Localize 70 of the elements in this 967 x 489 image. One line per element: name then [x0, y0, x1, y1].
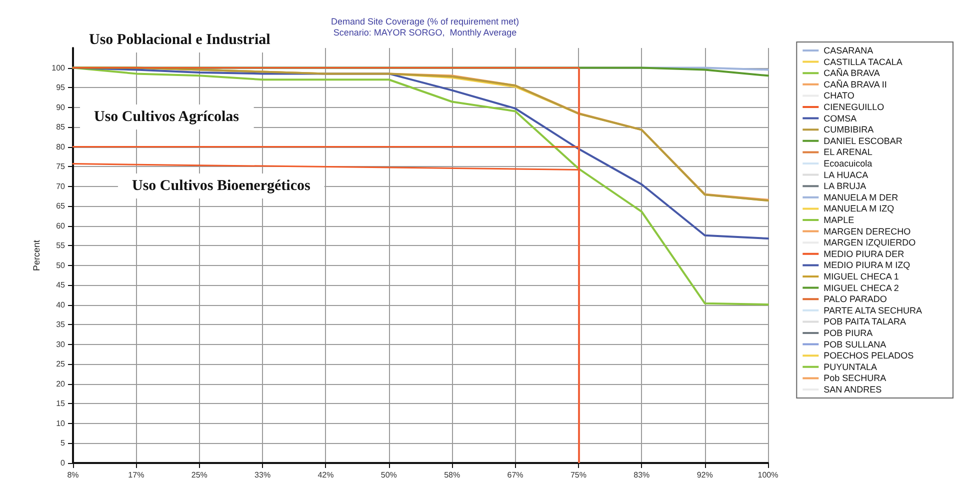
legend-label: PARTE ALTA SECHURA	[824, 305, 922, 316]
legend-label: CAÑA BRAVA II	[824, 79, 887, 90]
y-tick-label: 35	[56, 320, 66, 330]
legend-label: MARGEN IZQUIERDO	[824, 238, 916, 248]
x-tick-label: 50%	[380, 470, 397, 480]
legend-label: MANUELA M DER	[824, 192, 899, 202]
y-tick-label: 40	[56, 300, 66, 310]
legend-label: MANUELA M IZQ	[824, 204, 894, 214]
y-tick-label: 80	[56, 142, 66, 152]
y-tick-label: 20	[56, 379, 66, 388]
y-tick-label: 5	[60, 438, 66, 448]
legend-label: SAN ANDRES	[824, 384, 882, 394]
legend-label: MIGUEL CHECA 2	[824, 282, 899, 293]
legend-label: CHATO	[824, 90, 854, 101]
y-tick-label: 15	[56, 399, 66, 408]
y-tick-label: 25	[56, 360, 66, 369]
chart-subtitle: Scenario: MAYOR SORGO, Monthly Average	[333, 28, 517, 38]
y-tick-label: 45	[56, 280, 66, 290]
legend-label: POECHOS PELADOS	[824, 350, 914, 361]
y-tick-label: 0	[60, 458, 66, 468]
legend-label: CUMBIBIRA	[824, 124, 874, 135]
y-tick-label: 70	[56, 182, 66, 191]
x-tick-label: 100%	[758, 470, 778, 480]
y-tick-label: 75	[56, 162, 66, 172]
y-tick-label: 95	[56, 83, 66, 92]
legend-label: MARGEN DERECHO	[824, 226, 911, 236]
x-tick-label: 8%	[67, 470, 79, 480]
x-tick-label: 25%	[191, 470, 208, 480]
legend-label: Pob SECHURA	[824, 373, 886, 384]
x-tick-label: 83%	[634, 470, 650, 480]
legend-label: DANIEL ESCOBAR	[824, 136, 903, 146]
legend-label: MAPLE	[824, 215, 854, 225]
y-tick-label: 10	[56, 418, 66, 428]
legend-label: COMSA	[824, 113, 857, 124]
legend-label: MIGUEL CHECA 1	[824, 272, 899, 282]
legend-label: PUYUNTALA	[824, 362, 878, 372]
x-tick-label: 67%	[507, 470, 524, 480]
legend-label: CASARANA	[824, 46, 874, 56]
x-tick-label: 92%	[696, 470, 713, 480]
x-tick-label: 58%	[444, 470, 460, 480]
x-tick-label: 42%	[318, 470, 334, 480]
y-tick-label: 90	[56, 102, 66, 112]
y-axis-title: Percent	[31, 240, 42, 272]
x-tick-label: 33%	[254, 470, 271, 480]
legend-label: POB PAITA TALARA	[824, 316, 906, 327]
legend-label: LA BRUJA	[824, 181, 866, 192]
y-tick-label: 55	[56, 241, 66, 250]
chart-title: Demand Site Coverage (% of requirement met)	[330, 16, 520, 26]
y-tick-label: 60	[56, 221, 66, 230]
annotation: Uso Cultivos Bioenergéticos	[132, 178, 310, 194]
legend-label: CAÑA BRAVA	[824, 68, 880, 78]
legend-label: CASTILLA TACALA	[824, 56, 902, 67]
text: Uso Poblacional e Industrial	[89, 32, 270, 48]
legend-label: EL ARENAL	[824, 147, 872, 158]
legend-label: MEDIO PIURA M IZQ	[824, 260, 910, 270]
x-tick-label: 75%	[570, 470, 586, 480]
annotation: Uso Cultivos Agrícolas	[94, 109, 240, 125]
y-tick-label: 50	[56, 260, 66, 270]
y-tick-label: 85	[56, 122, 66, 132]
x-tick-label: 17%	[128, 470, 144, 480]
legend-label: POB PIURA	[824, 328, 873, 338]
y-tick-label: 65	[56, 202, 66, 211]
y-tick-label: 30	[56, 340, 66, 349]
legend-label: Ecoacuicola	[824, 158, 872, 168]
legend-label: MEDIO PIURA DER	[824, 248, 905, 259]
legend-label: LA HUACA	[824, 170, 868, 180]
legend-label: POB SULLANA	[824, 339, 886, 350]
y-tick-label: 100	[52, 63, 66, 72]
legend-label: CIENEGUILLO	[824, 102, 884, 112]
legend-label: PALO PARADO	[824, 294, 887, 304]
